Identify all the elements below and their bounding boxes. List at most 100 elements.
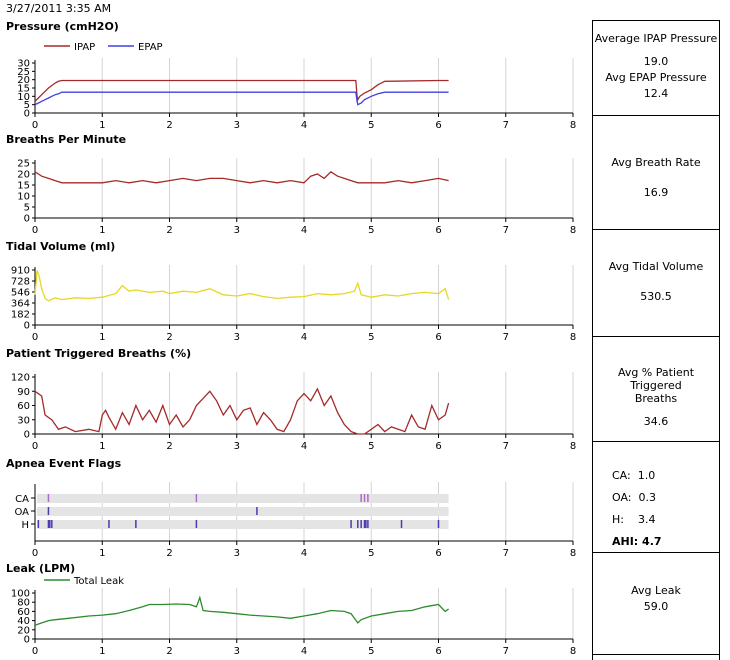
bpm-ytick-label: 15	[17, 181, 30, 192]
apnea-band-oa	[37, 507, 449, 516]
panel-bottom-edge	[592, 654, 720, 660]
ptb-ytick-label: 60	[17, 401, 30, 412]
apnea-xtick-label: 2	[166, 548, 172, 559]
ptb-xtick-label: 5	[368, 441, 374, 452]
ptb-ytick-label: 30	[17, 415, 30, 426]
tidal-ytick-label: 364	[11, 299, 30, 310]
bpm-series-bpm-line	[34, 170, 449, 184]
leak-ytick-label: 100	[11, 589, 30, 600]
pressure-ytick-label: 15	[17, 84, 30, 95]
leak-xtick-label: 7	[503, 646, 509, 657]
pressure-ytick-label: 0	[24, 109, 30, 120]
bpm-ytick-label: 25	[17, 159, 30, 170]
breath-rate-panel: Avg Breath Rate 16.9	[592, 115, 720, 229]
apnea-xtick-label: 5	[368, 548, 374, 559]
pressure-xtick-label: 6	[435, 120, 441, 131]
bpm-xtick-label: 1	[99, 225, 105, 236]
bpm-xtick-label: 5	[368, 225, 374, 236]
avg-tidal-volume-value: 530.5	[640, 290, 672, 303]
pressure-stats-panel: Average IPAP Pressure 19.0 Avg EPAP Pres…	[592, 20, 720, 115]
ptb-chart: 0 1 2 3 4 5 6 7 8 0 30 60 90 120	[11, 372, 576, 452]
tidal-xtick-label: 7	[503, 332, 509, 343]
pressure-xtick-label: 3	[234, 120, 240, 131]
pressure-series-epap-line	[34, 91, 449, 106]
pressure-ytick-label: 20	[17, 75, 30, 86]
ptb-chart-title: Patient Triggered Breaths (%)	[6, 347, 192, 360]
bpm-chart-title: Breaths Per Minute	[6, 133, 127, 146]
tidal-ytick-label: 182	[11, 310, 30, 321]
leak-ytick-label: 60	[17, 607, 30, 618]
ptb-xtick-label: 1	[99, 441, 105, 452]
leak-xtick-label: 2	[166, 646, 172, 657]
tidal-volume-panel: Avg Tidal Volume 530.5	[592, 229, 720, 336]
tidal-series-tidal-line	[34, 270, 450, 302]
tidal-xtick-label: 2	[166, 332, 172, 343]
pressure-ytick-label: 30	[17, 59, 30, 70]
apnea-ytick-label: CA	[15, 494, 29, 505]
leak-xtick-label: 5	[368, 646, 374, 657]
tidal-ytick-label: 728	[11, 277, 30, 288]
avg-ipap-label: Average IPAP Pressure	[594, 32, 718, 45]
apnea-stats: CA: 1.0 OA: 0.3 H: 3.4 AHI: 4.7	[612, 469, 662, 557]
report-date: 3/27/2011 3:35 AM	[6, 2, 112, 15]
tidal-xtick-label: 5	[368, 332, 374, 343]
ptb-xtick-label: 0	[32, 441, 38, 452]
tidal-xtick-label: 3	[234, 332, 240, 343]
ptb-xtick-label: 8	[570, 441, 576, 452]
ptb-xtick-label: 4	[301, 441, 307, 452]
tidal-xtick-label: 1	[99, 332, 105, 343]
apnea-band-h	[37, 520, 449, 529]
leak-ytick-label: 20	[17, 625, 30, 636]
ahi-index: AHI: 4.7	[612, 535, 662, 548]
leak-xtick-label: 3	[234, 646, 240, 657]
apnea-chart: 0 1 2 3 4 5 6 7 8 CA OA H	[14, 482, 576, 559]
apnea-ytick-label: H	[21, 520, 29, 531]
leak-xtick-label: 4	[301, 646, 307, 657]
bpm-xtick-label: 8	[570, 225, 576, 236]
apnea-xtick-label: 8	[570, 548, 576, 559]
h-index: H: 3.4	[612, 513, 656, 526]
tidal-xtick-label: 8	[570, 332, 576, 343]
avg-ptb-value: 34.6	[643, 415, 669, 428]
leak-xtick-label: 1	[99, 646, 105, 657]
pressure-legend-label: IPAP	[74, 42, 95, 53]
bpm-xtick-label: 3	[234, 225, 240, 236]
bpm-xtick-label: 2	[166, 225, 172, 236]
pressure-legend-label: EPAP	[138, 42, 163, 53]
bpm-ytick-label: 0	[24, 214, 30, 225]
bpm-xtick-label: 4	[301, 225, 307, 236]
avg-breath-rate-label: Avg Breath Rate	[611, 156, 701, 169]
leak-chart-title: Leak (LPM)	[6, 562, 76, 575]
apnea-xtick-label: 1	[99, 548, 105, 559]
tidal-xtick-label: 6	[435, 332, 441, 343]
pressure-xtick-label: 8	[570, 120, 576, 131]
bpm-xtick-label: 6	[435, 225, 441, 236]
apnea-xtick-label: 6	[435, 548, 441, 559]
avg-ptb-label: Avg % Patient Triggered Breaths	[617, 366, 695, 405]
avg-epap-value: 12.4	[643, 87, 669, 100]
tidal-ytick-label: 910	[11, 266, 30, 277]
bpm-xtick-label: 7	[503, 225, 509, 236]
pressure-xtick-label: 1	[99, 120, 105, 131]
leak-legend-label: Total Leak	[73, 576, 124, 587]
apnea-panel	[592, 441, 720, 552]
pressure-xtick-label: 5	[368, 120, 374, 131]
tidal-ytick-label: 546	[11, 288, 30, 299]
apnea-chart-title: Apnea Event Flags	[6, 457, 122, 470]
ptb-xtick-label: 2	[166, 441, 172, 452]
pressure-xtick-label: 4	[301, 120, 307, 131]
ptb-xtick-label: 3	[234, 441, 240, 452]
leak-ytick-label: 80	[17, 598, 30, 609]
ca-index: CA: 1.0	[612, 469, 656, 482]
pressure-xtick-label: 0	[32, 120, 38, 131]
oa-index: OA: 0.3	[612, 491, 656, 504]
leak-xtick-label: 8	[570, 646, 576, 657]
avg-leak-label: Avg Leak	[631, 584, 681, 597]
tidal-xtick-label: 4	[301, 332, 307, 343]
leak-series-total-leak-line	[34, 595, 449, 626]
ptb-xtick-label: 6	[435, 441, 441, 452]
ptb-xtick-label: 7	[503, 441, 509, 452]
